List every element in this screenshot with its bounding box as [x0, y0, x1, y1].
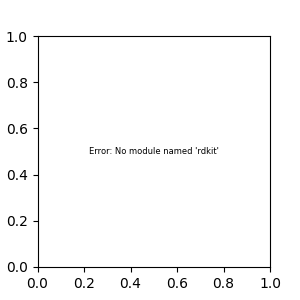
Text: Error: No module named 'rdkit': Error: No module named 'rdkit': [89, 147, 219, 156]
